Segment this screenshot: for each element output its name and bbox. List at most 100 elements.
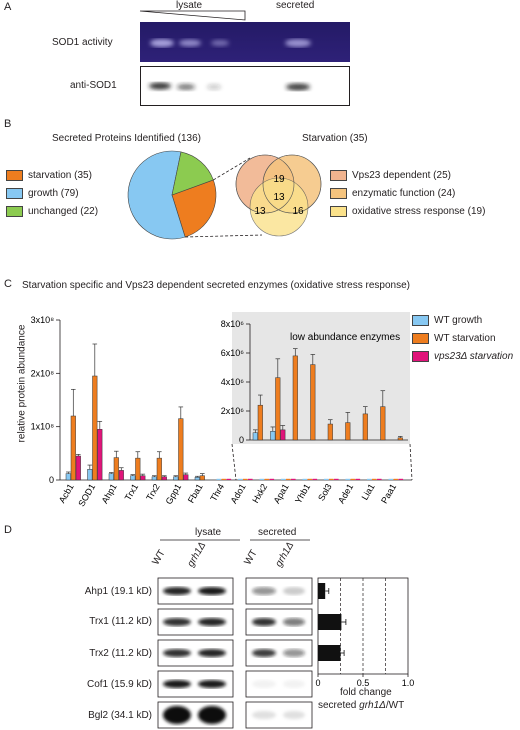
blot-band [198, 706, 226, 724]
blot-band [163, 680, 191, 688]
bar [345, 478, 351, 480]
blot-band [283, 649, 305, 657]
x-tick-label: Acb1 [57, 482, 76, 505]
bar [393, 478, 399, 480]
blot-band [198, 649, 226, 657]
bar [302, 478, 308, 480]
bar [97, 429, 103, 481]
legend-label: growth (79) [28, 187, 79, 199]
bar [286, 478, 291, 480]
blot-band [283, 618, 305, 626]
legend-swatch [412, 350, 429, 362]
legend-label: WT starvation [434, 332, 496, 344]
inset-bar [252, 432, 258, 441]
bar [183, 474, 189, 481]
bar [199, 475, 205, 481]
bar [226, 478, 232, 480]
blot-row-label: Ahp1 (19.1 kD) [84, 586, 152, 597]
x-tick-label: Apa1 [272, 482, 291, 505]
legend-label: starvation (35) [28, 169, 92, 181]
xlabel-suffix: /WT [385, 700, 405, 711]
bar [377, 478, 382, 480]
blot-row-label: Trx2 (11.2 kD) [89, 648, 152, 659]
bar [307, 478, 313, 480]
pie-slice [171, 179, 217, 238]
inset-y-tick-label: 2x10⁶ [221, 406, 245, 416]
fold-x-tick-label: 0 [315, 678, 320, 688]
blot-band [163, 706, 191, 724]
fold-x-tick-label: 0.5 [357, 678, 370, 688]
blot-band [252, 711, 276, 719]
panel-d-xlabel-line1: fold change [340, 687, 392, 698]
panel-c-bar-chart: 0 1x10⁸ 2x10⁸ 3x10⁸ Acb1 SOD1 Ahp1 Trx1 Trx2 Gpp1… [31, 312, 413, 508]
panel-a-label: A [4, 1, 12, 13]
legend-swatch [6, 205, 23, 217]
lane-label: WT [242, 548, 260, 567]
bar [140, 475, 146, 481]
bar [118, 470, 124, 481]
bar [264, 478, 270, 480]
bar [281, 478, 286, 480]
bar [248, 478, 253, 480]
blot-bands [163, 587, 305, 595]
x-tick-label: Hxk2 [250, 482, 269, 505]
inset-bar [327, 423, 333, 441]
bar [350, 478, 356, 480]
bar [312, 478, 318, 480]
panel-b-label: B [4, 118, 12, 130]
x-tick-label: SOD1 [76, 482, 97, 508]
inset-bar [362, 413, 368, 441]
blot-band [283, 711, 305, 719]
bar [92, 375, 98, 481]
anti-sod1-label: anti-SOD1 [70, 80, 117, 91]
bar [70, 415, 76, 481]
x-tick-label: Lia1 [360, 482, 377, 502]
inset-bar [270, 431, 276, 441]
blot-band [283, 680, 305, 688]
bar [178, 418, 184, 481]
zoom-connector [231, 443, 237, 481]
inset-y-tick-label: 8x10⁶ [221, 319, 245, 329]
x-tick-label: Yhb1 [293, 482, 312, 505]
panel-a-lysate-label: lysate [176, 0, 203, 11]
x-tick-label: Gpp1 [164, 482, 184, 506]
blot-bands [163, 618, 305, 626]
bar [372, 478, 377, 480]
panel-c-label: C [4, 278, 12, 290]
x-tick-label: Paa1 [379, 482, 398, 505]
panel-d-secreted-label: secreted [258, 527, 297, 538]
panel-d-western-blots [157, 577, 313, 729]
bar [334, 478, 339, 480]
bar [355, 478, 361, 480]
bar [161, 476, 167, 481]
bar [398, 478, 404, 480]
blot-band [283, 587, 305, 595]
legend-swatch [330, 169, 347, 181]
panel-d-xlabel-line2: secreted grh1Δ/WT [318, 700, 404, 711]
blot-band [163, 587, 191, 595]
fold-bar [318, 614, 342, 630]
x-tick-label: Sol3 [316, 482, 334, 503]
blot-bands [163, 706, 305, 724]
inset-bar [310, 364, 316, 441]
pie-venn-connector [213, 157, 251, 181]
panel-d-fold-change-chart: 0 0.5 1.0 [315, 577, 414, 688]
blot-row-label: Cof1 (15.9 kD) [86, 679, 152, 690]
bar [238, 478, 243, 480]
blot-band [163, 649, 191, 657]
sod1-activity-gel [140, 22, 350, 62]
blot-band [198, 680, 226, 688]
inset-bar [292, 355, 298, 441]
venn-legend-item: Vps23 dependent (25) [330, 168, 451, 182]
pie-slice [127, 150, 186, 240]
pie-slice [171, 151, 214, 196]
venn-legend-item: enzymatic function (24) [330, 186, 455, 200]
blot-bands [163, 649, 305, 657]
blot-band [252, 649, 276, 657]
blot-bands [163, 680, 305, 688]
pie-chart [127, 150, 263, 240]
zoom-connector [409, 443, 413, 481]
panel-c-legend-item: WT starvation [412, 331, 496, 345]
bar [194, 477, 200, 481]
panel-d-header-lines [160, 539, 310, 541]
